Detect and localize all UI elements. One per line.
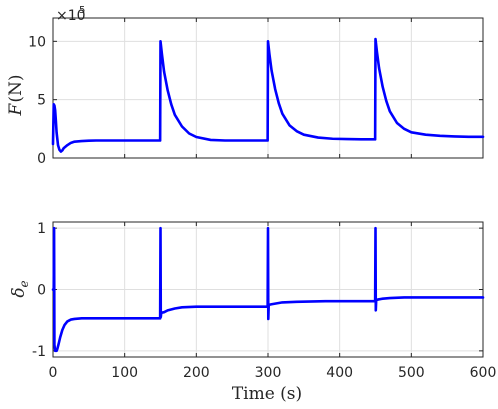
force-subplot: 0 5 10 ×10 5 F(N) <box>6 5 485 167</box>
force-exponent-label: ×10 5 <box>56 5 86 24</box>
force-ytick-label: 10 <box>28 34 46 50</box>
delta-xtick-label: 600 <box>470 365 497 381</box>
delta-ytick-label: -1 <box>32 344 46 360</box>
delta-ylabel-subscript: e <box>17 280 31 287</box>
delta-ticks: 0 100 200 300 400 500 600-101 <box>32 221 496 381</box>
delta-xtick-label: 400 <box>326 365 353 381</box>
delta-xtick-label: 300 <box>255 365 282 381</box>
force-series-line <box>51 37 485 153</box>
exponent-power: 5 <box>79 5 85 16</box>
force-ytick-label: 5 <box>37 93 46 109</box>
delta-xtick-label: 0 <box>49 365 58 381</box>
delta-ylabel-symbol: δ <box>9 287 29 297</box>
svg-text:F(N): F(N) <box>6 75 26 117</box>
delta-subplot: 0 100 200 300 400 500 600-101 δe Time (s) <box>9 221 496 404</box>
force-ylabel: F(N) <box>6 75 26 117</box>
force-ylabel-symbol: F <box>6 102 26 116</box>
svg-text:δe: δe <box>9 280 31 297</box>
delta-xtick-label: 500 <box>398 365 425 381</box>
delta-ylabel: δe <box>9 280 31 297</box>
force-ylabel-unit: (N) <box>6 75 26 103</box>
force-ticks: 0 5 10 <box>28 18 484 167</box>
exponent-base: ×10 <box>56 8 86 24</box>
force-ytick-label: 0 <box>37 151 46 167</box>
delta-ytick-label: 0 <box>37 283 46 299</box>
x-axis-label: Time (s) <box>232 384 302 404</box>
delta-series-line <box>51 226 485 353</box>
delta-xtick-label: 100 <box>111 365 138 381</box>
delta-ytick-label: 1 <box>37 221 46 237</box>
delta-xtick-label: 200 <box>183 365 210 381</box>
